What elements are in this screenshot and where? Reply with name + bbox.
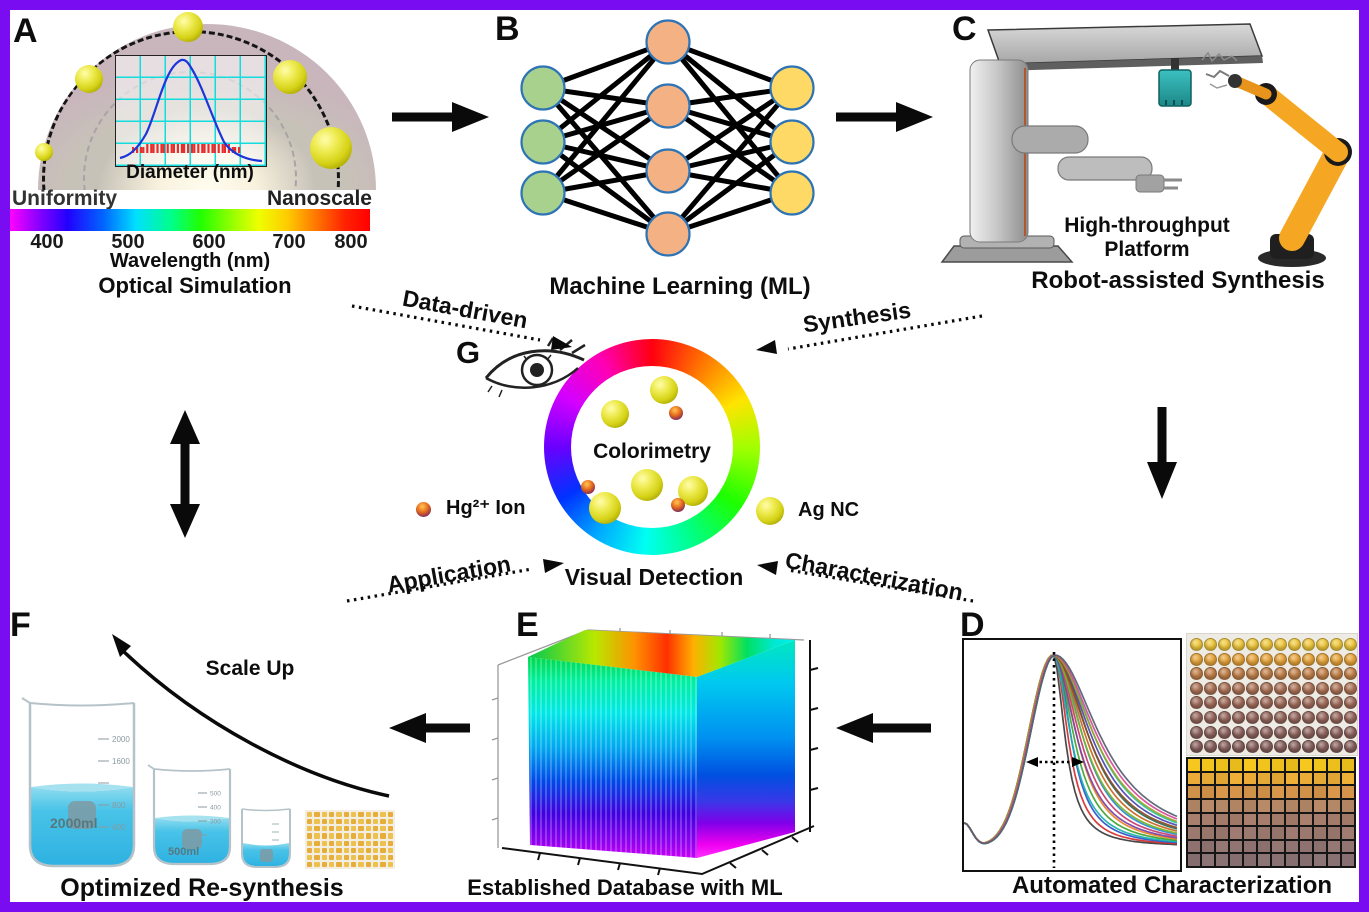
arrow-synthesis (787, 314, 983, 351)
arrow-application (346, 567, 533, 603)
solid-arrows (170, 102, 1177, 743)
scale-up-curve (119, 647, 390, 798)
arrow-characterization (787, 568, 974, 603)
